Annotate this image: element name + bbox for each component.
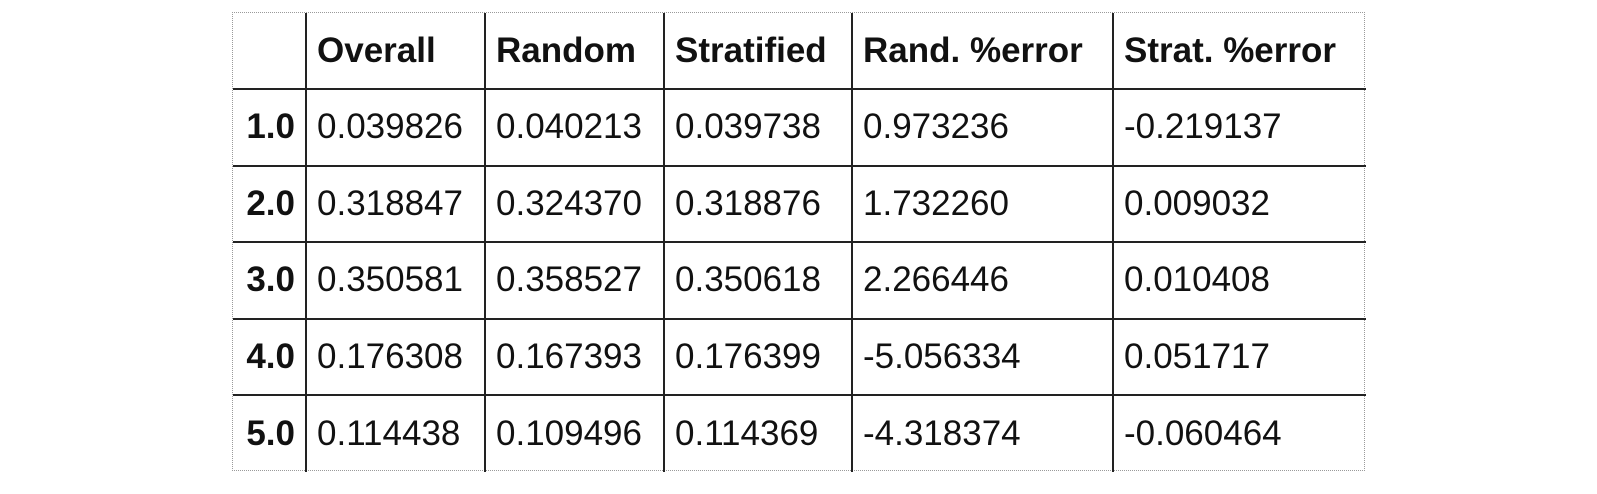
row-index: 1.0 bbox=[246, 107, 295, 147]
table-row: 3.0 0.350581 0.358527 0.350618 2.266446 … bbox=[233, 242, 1366, 319]
cell-overall: 0.350581 bbox=[305, 242, 485, 319]
column-header-rand-error: Rand. %error bbox=[851, 13, 1113, 90]
column-header-overall: Overall bbox=[305, 13, 485, 90]
cell-strat-error: 0.051717 bbox=[1112, 318, 1366, 396]
table-row: 5.0 0.114438 0.109496 0.114369 -4.318374… bbox=[233, 395, 1366, 472]
cell-stratified: 0.318876 bbox=[663, 165, 852, 243]
column-header-strat-error: Strat. %error bbox=[1112, 13, 1366, 90]
cell-overall: 0.039826 bbox=[305, 89, 485, 166]
header-row: Overall Random Stratified Rand. %error S… bbox=[233, 13, 1366, 90]
cell-random: 0.324370 bbox=[484, 165, 664, 243]
cell-random: 0.109496 bbox=[484, 395, 664, 472]
table-row: 1.0 0.039826 0.040213 0.039738 0.973236 … bbox=[233, 89, 1366, 166]
cell-strat-error: -0.060464 bbox=[1112, 395, 1366, 472]
cell-random: 0.167393 bbox=[484, 318, 664, 396]
index-header bbox=[233, 13, 306, 90]
cell-rand-error: -4.318374 bbox=[851, 395, 1113, 472]
cell-stratified: 0.039738 bbox=[663, 89, 852, 166]
cell-strat-error: 0.010408 bbox=[1112, 242, 1366, 319]
row-index: 4.0 bbox=[246, 337, 295, 377]
cell-random: 0.358527 bbox=[484, 242, 664, 319]
cell-strat-error: -0.219137 bbox=[1112, 89, 1366, 166]
cell-stratified: 0.114369 bbox=[663, 395, 852, 472]
cell-overall: 0.176308 bbox=[305, 318, 485, 396]
row-index: 2.0 bbox=[246, 183, 295, 223]
results-table-frame: Overall Random Stratified Rand. %error S… bbox=[232, 12, 1366, 472]
cell-rand-error: 0.973236 bbox=[851, 89, 1113, 166]
cell-rand-error: 1.732260 bbox=[851, 165, 1113, 243]
cell-strat-error: 0.009032 bbox=[1112, 165, 1366, 243]
cell-overall: 0.114438 bbox=[305, 395, 485, 472]
table-row: 4.0 0.176308 0.167393 0.176399 -5.056334… bbox=[233, 318, 1366, 396]
cell-stratified: 0.350618 bbox=[663, 242, 852, 319]
row-index: 5.0 bbox=[246, 414, 295, 454]
column-header-stratified: Stratified bbox=[663, 13, 852, 90]
table-row: 2.0 0.318847 0.324370 0.318876 1.732260 … bbox=[233, 165, 1366, 243]
row-index: 3.0 bbox=[246, 260, 295, 300]
cell-rand-error: 2.266446 bbox=[851, 242, 1113, 319]
results-table: Overall Random Stratified Rand. %error S… bbox=[233, 13, 1366, 472]
column-header-random: Random bbox=[484, 13, 664, 90]
cell-rand-error: -5.056334 bbox=[851, 318, 1113, 396]
cell-stratified: 0.176399 bbox=[663, 318, 852, 396]
cell-overall: 0.318847 bbox=[305, 165, 485, 243]
cell-random: 0.040213 bbox=[484, 89, 664, 166]
